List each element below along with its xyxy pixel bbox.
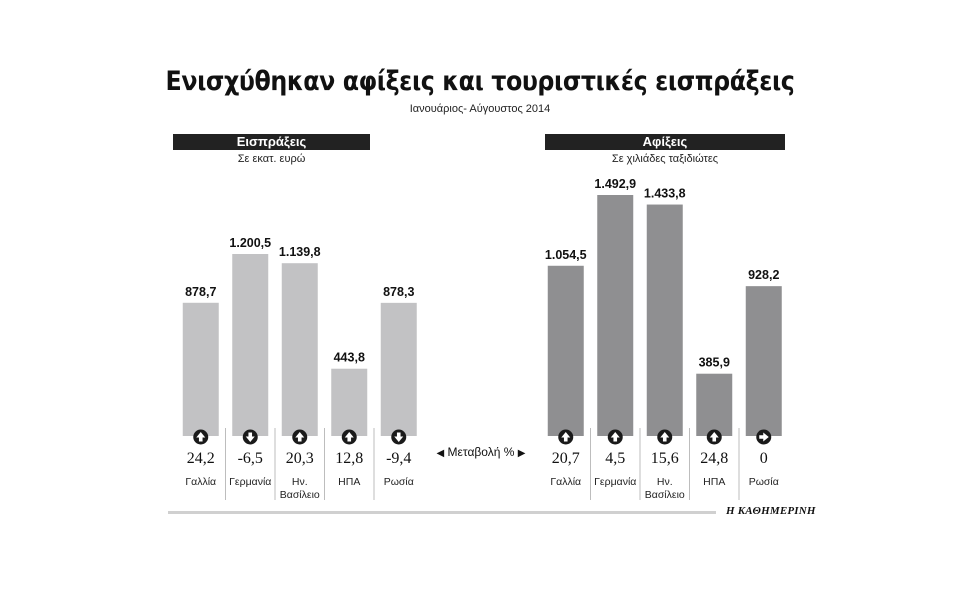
bar-receipts-3 — [281, 263, 318, 436]
change-value-receipts-3: 20,3 — [286, 450, 314, 467]
change-value-arrivals-2: 4,5 — [605, 450, 625, 467]
bar-receipts-2 — [232, 254, 269, 436]
up-arrow-glyph — [196, 432, 206, 442]
change-value-receipts-2: -6,5 — [238, 450, 263, 467]
bar-receipts-5 — [380, 302, 417, 436]
change-value-receipts-4: 12,8 — [335, 450, 363, 467]
value-label-arrivals-5: 928,2 — [748, 268, 779, 282]
category-label-receipts-2: Γερμανία — [229, 476, 271, 488]
chart-subtitle: Ιανουάριος- Αύγουστος 2014 — [409, 103, 551, 115]
down-arrow-glyph — [245, 432, 255, 442]
triangle-right-icon: ▶ — [517, 448, 526, 459]
value-label-receipts-4: 443,8 — [334, 351, 365, 365]
category-label-receipts-3: Βασίλειο — [280, 489, 320, 501]
brand-logo: Η ΚΑΘΗΜΕΡΙΝΗ — [726, 505, 816, 517]
value-label-receipts-5: 878,3 — [383, 285, 414, 299]
bar-arrivals-5 — [745, 286, 782, 436]
up-arrow-glyph — [344, 432, 354, 442]
category-label-receipts-3: Ην. — [292, 476, 308, 488]
value-label-arrivals-2: 1.492,9 — [594, 177, 636, 191]
bar-arrivals-3 — [646, 204, 683, 436]
change-value-arrivals-4: 24,8 — [700, 450, 728, 467]
triangle-left-icon: ◀ — [436, 448, 445, 459]
up-arrow-glyph — [709, 432, 719, 442]
value-label-arrivals-4: 385,9 — [699, 356, 730, 370]
bar-arrivals-2 — [597, 195, 634, 436]
change-percent-text: Μεταβολή % — [447, 445, 515, 459]
category-label-arrivals-2: Γερμανία — [594, 476, 636, 488]
panel-title-receipts: Εισπράξεις — [173, 134, 370, 150]
up-arrow-glyph — [561, 432, 571, 442]
change-percent-label: ◀ Μεταβολή % ▶ — [426, 445, 536, 459]
up-arrow-glyph — [660, 432, 670, 442]
change-value-arrivals-5: 0 — [760, 450, 768, 467]
category-label-arrivals-5: Ρωσία — [749, 476, 779, 488]
category-label-arrivals-4: ΗΠΑ — [703, 476, 725, 488]
category-label-arrivals-3: Βασίλειο — [645, 489, 685, 501]
category-label-arrivals-3: Ην. — [657, 476, 673, 488]
down-arrow-glyph — [394, 432, 404, 442]
value-label-arrivals-1: 1.054,5 — [545, 248, 587, 262]
value-label-arrivals-3: 1.433,8 — [644, 187, 686, 201]
panel-unit-receipts: Σε εκατ. ευρώ — [237, 153, 306, 165]
category-label-receipts-1: Γαλλία — [185, 476, 216, 488]
category-label-receipts-4: ΗΠΑ — [338, 476, 360, 488]
category-label-arrivals-1: Γαλλία — [550, 476, 581, 488]
change-value-arrivals-3: 15,6 — [651, 450, 679, 467]
bar-receipts-4 — [331, 368, 368, 436]
bar-arrivals-4 — [696, 373, 733, 436]
change-value-arrivals-1: 20,7 — [552, 450, 580, 467]
change-value-receipts-1: 24,2 — [187, 450, 215, 467]
bar-receipts-1 — [182, 302, 219, 436]
panel-title-arrivals: Αφίξεις — [545, 134, 785, 150]
value-label-receipts-1: 878,7 — [185, 285, 216, 299]
value-label-receipts-3: 1.139,8 — [279, 245, 321, 259]
category-label-receipts-5: Ρωσία — [384, 476, 414, 488]
value-label-receipts-2: 1.200,5 — [229, 236, 271, 250]
up-arrow-glyph — [295, 432, 305, 442]
chart-title: Ενισχύθηκαν αφίξεις και τουριστικές εισπ… — [165, 66, 795, 97]
bottom-rule — [168, 511, 716, 514]
change-value-receipts-5: -9,4 — [386, 450, 411, 467]
panel-unit-arrivals: Σε χιλιάδες ταξιδιώτες — [611, 153, 719, 165]
right-arrow-glyph — [759, 432, 769, 442]
up-arrow-glyph — [610, 432, 620, 442]
bar-arrivals-1 — [547, 265, 584, 436]
